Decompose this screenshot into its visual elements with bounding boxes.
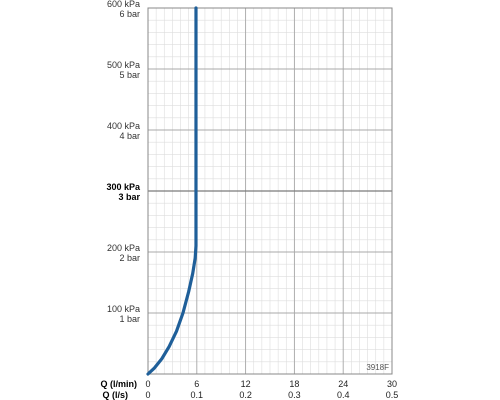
x-tick-label-ls: 0.3 — [288, 390, 301, 400]
x-tick-label-lmin: 0 — [145, 379, 150, 389]
y-tick-label-bar: 3 bar — [118, 192, 140, 202]
y-tick-label-kpa: 600 kPa — [107, 0, 140, 9]
y-tick-label-kpa: 300 kPa — [106, 182, 141, 192]
x-axis-title-ls: Q (l/s) — [102, 390, 128, 400]
x-axis-labels: 00 60.1 120.2 180.3 240.4 300.5 — [145, 379, 398, 400]
y-tick-label-bar: 4 bar — [119, 131, 140, 141]
x-tick-label-ls: 0.2 — [239, 390, 252, 400]
plot-frame — [147, 7, 393, 375]
x-axis-title-lmin: Q (l/min) — [101, 379, 138, 389]
y-tick-label-bar: 5 bar — [119, 70, 140, 80]
y-tick-label-kpa: 500 kPa — [107, 60, 140, 70]
y-tick-label-bar: 6 bar — [119, 9, 140, 19]
series-line — [146, 6, 198, 376]
chart-code: 3918F — [366, 363, 389, 372]
x-tick-label-lmin: 18 — [289, 379, 299, 389]
x-tick-label-ls: 0 — [145, 390, 150, 400]
x-tick-label-lmin: 12 — [241, 379, 251, 389]
x-tick-label-ls: 0.4 — [337, 390, 350, 400]
x-tick-label-ls: 0.5 — [386, 390, 399, 400]
y-tick-label-bar: 1 bar — [119, 314, 140, 324]
x-tick-label-lmin: 24 — [338, 379, 348, 389]
y-tick-label-kpa: 100 kPa — [107, 304, 140, 314]
x-tick-label-lmin: 6 — [194, 379, 199, 389]
x-tick-label-lmin: 30 — [387, 379, 397, 389]
series-layer — [146, 6, 198, 376]
x-tick-label-ls: 0.1 — [191, 390, 204, 400]
y-tick-label-bar: 2 bar — [119, 253, 140, 263]
y-tick-label-kpa: 400 kPa — [107, 121, 140, 131]
y-tick-label-kpa: 200 kPa — [107, 243, 140, 253]
